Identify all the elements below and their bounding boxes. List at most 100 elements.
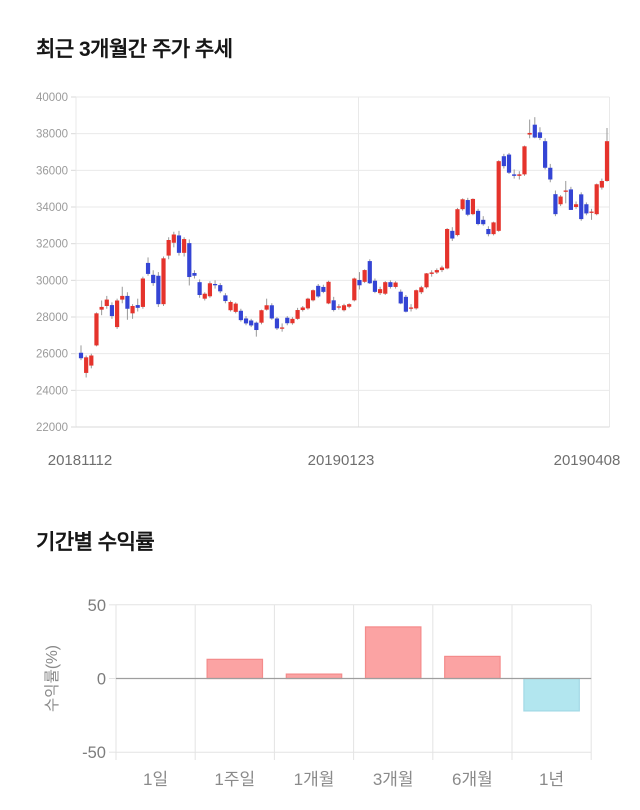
candle-up (130, 306, 135, 314)
candle-down (553, 194, 558, 215)
price-y-tick-label: 26000 (36, 349, 68, 361)
candle-up (408, 307, 414, 309)
candle-down (78, 352, 84, 359)
price-y-tick-label: 30000 (36, 275, 68, 287)
candle-up (161, 258, 166, 305)
return-bar (444, 655, 501, 680)
candle-up (599, 180, 604, 188)
candle-up (259, 310, 264, 323)
candle-up (496, 161, 501, 231)
price-x-tick-label: 20181112 (48, 452, 113, 469)
candle-up (434, 270, 439, 273)
candle-up (594, 184, 599, 215)
return-bar (523, 677, 580, 712)
candle-up (491, 222, 496, 235)
candle-down (321, 286, 326, 292)
price-y-tick-label: 36000 (36, 165, 68, 177)
candle-down (269, 305, 274, 319)
candle-up (99, 306, 104, 310)
candle-up (527, 132, 532, 135)
candle-down (176, 235, 182, 253)
candle-up (460, 199, 465, 210)
returns-x-category-label: 1년 (539, 770, 564, 789)
price-x-tick-label: 20190123 (308, 452, 375, 469)
candle-down (187, 243, 192, 278)
candle-up (94, 313, 99, 346)
candle-down (398, 291, 403, 304)
candle-up (455, 209, 460, 236)
candle-down (212, 284, 218, 286)
return-bar (364, 626, 422, 680)
candle-up (120, 295, 125, 300)
candle-up (563, 190, 568, 192)
candle-down (135, 305, 140, 308)
candle-up (295, 310, 300, 319)
candle-up (341, 305, 347, 311)
candle-down (388, 282, 393, 287)
candle-down (243, 318, 249, 324)
candle-up (429, 272, 434, 274)
candle-up (352, 278, 357, 301)
candle-down (486, 229, 491, 235)
candle-down (151, 274, 156, 284)
price-chart-title: 최근 3개월간 주가 추세 (36, 38, 233, 61)
candle-up (573, 204, 579, 207)
candle-down (537, 132, 543, 138)
candle-down (403, 296, 408, 312)
returns-x-category-label: 1일 (143, 770, 168, 789)
candle-down (548, 167, 553, 180)
candle-down (475, 210, 481, 225)
candle-up (347, 304, 352, 307)
candle-up (140, 278, 145, 307)
candle-up (419, 287, 424, 293)
candle-up (264, 305, 269, 310)
candle-up (89, 355, 94, 366)
candle-down (543, 141, 548, 168)
candle-up (414, 290, 419, 309)
candle-up (166, 240, 171, 256)
candle-up (439, 267, 445, 271)
candle-down (254, 322, 259, 331)
candle-down (331, 300, 336, 311)
returns-y-tick-label: 0 (97, 671, 106, 689)
candle-up (517, 174, 522, 176)
candle-down (465, 200, 470, 215)
returns-bar-series (206, 626, 580, 712)
returns-chart-title: 기간별 수익률 (36, 531, 155, 554)
candle-up (558, 196, 563, 205)
candle-up (228, 301, 233, 311)
returns-x-category-label: 3개월 (373, 770, 414, 789)
candle-down (481, 219, 486, 225)
candle-down (223, 295, 228, 302)
candle-down (125, 295, 130, 309)
candle-down (145, 262, 151, 274)
candle-up (336, 306, 341, 308)
return-bar (285, 673, 343, 680)
candle-down (218, 285, 223, 292)
candle-up (182, 239, 187, 253)
candle-up (305, 298, 311, 309)
candles-series (78, 117, 610, 378)
candle-up (310, 290, 316, 301)
candle-up (290, 318, 295, 324)
candle-up (300, 307, 305, 311)
candle-up (84, 357, 89, 373)
candle-down (584, 204, 589, 214)
candle-up (470, 198, 476, 215)
price-y-tick-label: 22000 (36, 422, 68, 434)
candle-down (450, 230, 455, 239)
returns-y-tick-label: 50 (88, 597, 106, 615)
return-bar (206, 658, 264, 680)
candle-up (233, 303, 238, 312)
candle-down (197, 282, 202, 295)
candle-down (238, 310, 243, 321)
price-y-tick-label: 38000 (36, 129, 68, 141)
candle-down (192, 273, 197, 276)
returns-x-category-label: 1개월 (294, 770, 335, 789)
candle-down (109, 305, 115, 317)
candle-up (393, 282, 398, 287)
candle-up (280, 327, 285, 329)
candle-down (249, 320, 254, 326)
candle-up (104, 299, 109, 306)
